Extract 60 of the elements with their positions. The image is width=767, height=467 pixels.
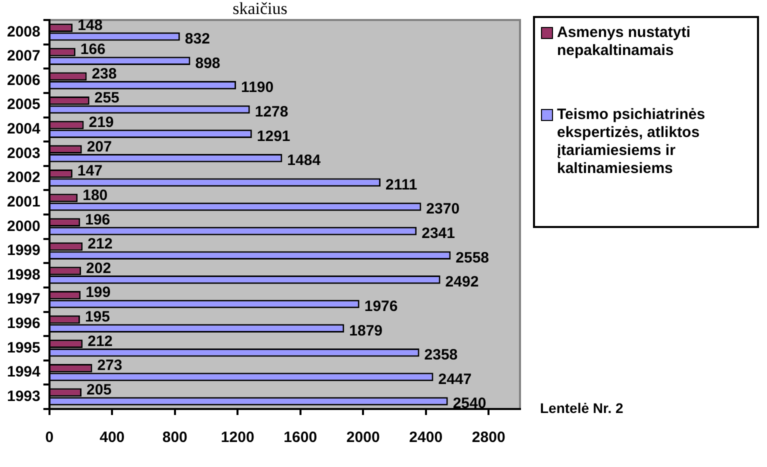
data-label: 148 [78, 16, 103, 34]
y-tick-label: 1997 [6, 290, 40, 308]
data-label: 2341 [422, 225, 455, 242]
legend-label: Asmenys nustatyti nepakaltinamais [557, 24, 692, 60]
data-label: 1291 [256, 128, 290, 145]
data-label: 1278 [254, 103, 288, 120]
y-tick-label: 1996 [6, 315, 40, 332]
data-label: 273 [97, 357, 122, 374]
data-label: 2358 [424, 346, 458, 364]
data-label: 147 [77, 162, 102, 180]
x-tick-label: 2800 [472, 429, 506, 446]
text: Lentelė Nr. 2 [540, 400, 624, 416]
y-tick-label: 1998 [6, 266, 40, 284]
x-tick-label: 2000 [346, 429, 380, 446]
y-tick-label: 2006 [6, 72, 40, 89]
y-tick-label: 2007 [6, 48, 40, 65]
data-label: 255 [94, 90, 120, 107]
y-tick-label: 1995 [6, 339, 40, 356]
data-label: 196 [85, 211, 110, 228]
x-tick-label: 0 [45, 429, 54, 446]
data-label: 195 [84, 308, 110, 326]
data-label: 207 [86, 138, 112, 156]
y-tick-label: 2003 [6, 144, 40, 162]
data-label: 1190 [241, 79, 274, 96]
x-tick-label: 2400 [409, 429, 443, 446]
y-tick-label: 2001 [6, 193, 40, 210]
x-tick-label: 400 [100, 429, 125, 446]
data-label: 1879 [349, 322, 383, 340]
data-label: 2540 [452, 395, 486, 412]
data-label: 212 [88, 236, 113, 253]
y-tick-label: 2002 [6, 169, 40, 186]
data-label: 2558 [456, 249, 490, 266]
y-tick-label: 1993 [6, 388, 40, 405]
y-tick-label: 2008 [6, 23, 40, 40]
data-label: 180 [82, 186, 108, 204]
data-label: 166 [80, 41, 106, 58]
legend-label: Teismo psichiatrinės ekspertizės, atliktos įtariamiesiems ir kaltinamiesiems [557, 106, 706, 178]
data-label: 205 [86, 381, 112, 398]
data-label: 2492 [445, 274, 479, 291]
data-label: 202 [86, 260, 112, 277]
data-label: 2447 [438, 370, 472, 388]
y-tick-label: 1994 [6, 364, 42, 381]
data-label: 238 [92, 65, 117, 82]
data-label: 832 [184, 30, 210, 48]
y-tick-label: 2000 [6, 218, 40, 235]
y-tick-label: 2004 [6, 120, 42, 138]
data-label: 2111 [386, 176, 418, 194]
y-tick-label: 2005 [6, 96, 40, 114]
data-label: 219 [88, 114, 114, 132]
x-tick-label: 800 [162, 429, 188, 446]
data-label: 212 [88, 332, 113, 350]
data-label: 2370 [426, 200, 460, 218]
x-tick-label: 1200 [220, 429, 254, 446]
data-label: 1976 [364, 298, 398, 315]
data-label: 1484 [287, 152, 322, 170]
x-tick-label: 1600 [284, 429, 318, 446]
data-label: 898 [195, 54, 220, 72]
y-tick-label: 1999 [6, 242, 40, 260]
chart-title: skaičius [232, 0, 288, 18]
data-label: 199 [86, 284, 111, 302]
